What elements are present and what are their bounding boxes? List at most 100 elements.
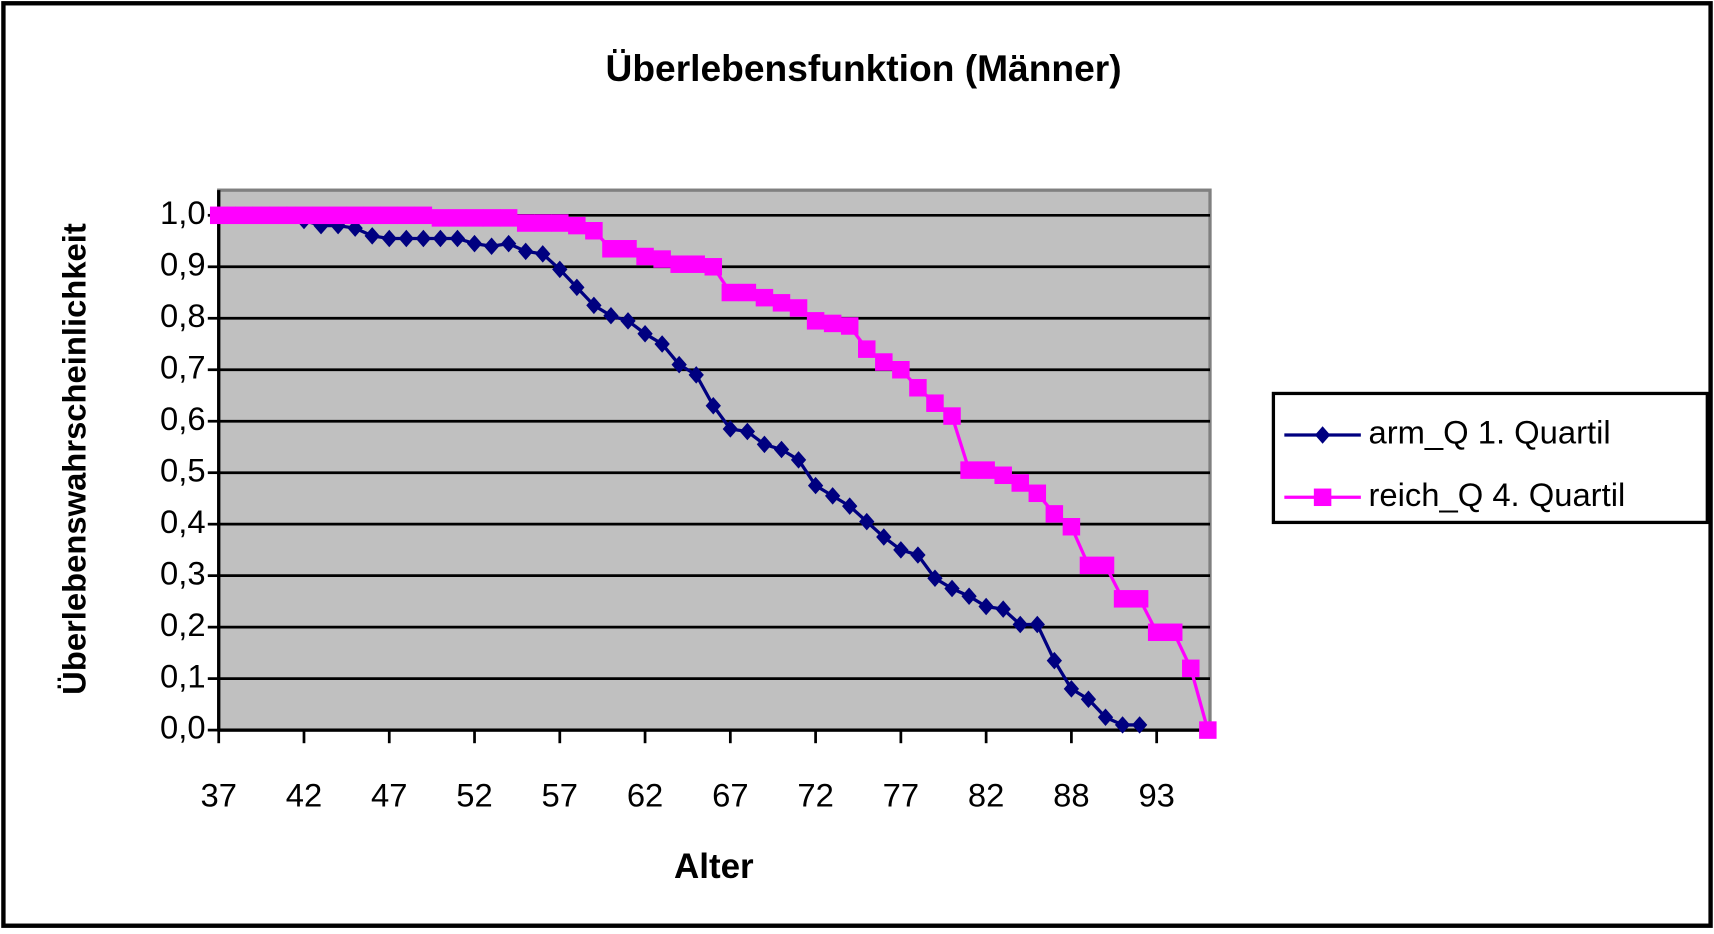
data-point: [875, 353, 893, 371]
data-point: [449, 229, 466, 248]
data-point: [773, 440, 790, 459]
data-point: [1063, 680, 1080, 698]
data-point: [823, 314, 842, 333]
data-point: [893, 541, 909, 559]
data-point: [1079, 556, 1098, 575]
legend-label: arm_Q 1. Quartil: [1368, 414, 1610, 451]
data-point: [568, 216, 586, 235]
data-point: [465, 209, 484, 227]
data-point: [943, 407, 961, 425]
x-tick-label: 93: [1138, 777, 1174, 814]
data-point: [994, 466, 1012, 485]
data-point: [909, 379, 927, 397]
data-point: [876, 528, 892, 546]
data-point: [278, 206, 296, 225]
data-point: [670, 255, 688, 273]
data-point: [654, 335, 670, 353]
data-point: [346, 206, 364, 225]
data-point: [363, 206, 381, 225]
data-point: [1164, 623, 1183, 642]
data-point: [944, 579, 960, 598]
y-tick-label: 0,4: [160, 503, 206, 540]
data-point: [1096, 556, 1115, 575]
data-point: [1045, 505, 1064, 523]
data-point: [466, 234, 483, 253]
data-point: [806, 312, 825, 330]
data-point: [518, 242, 534, 261]
data-point: [858, 340, 876, 358]
data-point: [397, 206, 416, 225]
data-point: [755, 288, 774, 307]
legend-marker: [1314, 426, 1331, 444]
data-point: [687, 255, 705, 273]
x-tick-label: 42: [286, 777, 322, 814]
data-point: [516, 214, 535, 232]
data-point: [637, 324, 653, 343]
data-point: [620, 312, 636, 330]
x-tick-label: 77: [883, 777, 919, 814]
y-tick-label: 0,5: [160, 451, 206, 488]
y-tick-label: 0,7: [160, 348, 206, 385]
data-point: [739, 422, 756, 441]
data-point: [1080, 690, 1097, 708]
data-point: [448, 209, 467, 227]
data-point: [364, 227, 380, 245]
data-point: [961, 587, 977, 605]
data-point: [603, 306, 619, 325]
data-point: [825, 487, 841, 505]
data-point: [431, 209, 450, 227]
chart-title: Überlebensfunktion (Männer): [606, 47, 1122, 89]
data-point: [552, 260, 568, 279]
data-point: [1012, 615, 1028, 634]
x-tick-label: 62: [627, 777, 663, 814]
data-point: [619, 240, 637, 258]
data-point: [859, 512, 875, 531]
data-point: [329, 206, 347, 225]
data-point: [551, 214, 569, 232]
data-point: [721, 283, 740, 302]
data-point: [499, 209, 518, 227]
data-point: [977, 461, 995, 479]
y-tick-label: 0,0: [160, 709, 206, 746]
x-tick-label: 72: [797, 777, 833, 814]
data-point: [1130, 590, 1149, 608]
data-point: [1029, 615, 1045, 634]
data-point: [585, 222, 603, 240]
x-tick-label: 88: [1053, 777, 1089, 814]
y-tick-label: 0,8: [160, 297, 206, 334]
data-point: [1097, 708, 1114, 726]
x-tick-label: 37: [200, 777, 236, 814]
data-point: [704, 258, 723, 276]
data-point: [705, 397, 721, 415]
x-tick-label: 52: [456, 777, 492, 814]
x-tick-label: 47: [371, 777, 407, 814]
y-tick-label: 0,2: [160, 606, 206, 643]
data-point: [380, 206, 399, 225]
data-point: [840, 317, 859, 335]
data-point: [482, 209, 501, 227]
data-point: [312, 206, 330, 225]
data-point: [756, 435, 773, 454]
data-point: [636, 247, 654, 266]
legend: [1271, 391, 1709, 525]
data-point: [926, 394, 944, 412]
x-axis-label: Alter: [674, 847, 754, 886]
data-point: [244, 206, 262, 225]
data-point: [807, 476, 824, 495]
y-tick-label: 0,6: [160, 400, 206, 437]
y-tick-label: 1,0: [160, 194, 206, 231]
x-tick-label: 82: [968, 777, 1004, 814]
data-point: [653, 250, 671, 268]
data-point: [995, 600, 1011, 618]
data-point: [1028, 484, 1047, 503]
data-point: [790, 451, 807, 469]
data-point: [1199, 721, 1217, 739]
data-point: [227, 206, 245, 225]
data-point: [381, 229, 397, 248]
data-point: [1131, 716, 1148, 734]
data-point: [772, 294, 791, 312]
x-tick-label: 67: [712, 777, 748, 814]
data-point: [978, 597, 994, 616]
data-point: [688, 366, 704, 384]
